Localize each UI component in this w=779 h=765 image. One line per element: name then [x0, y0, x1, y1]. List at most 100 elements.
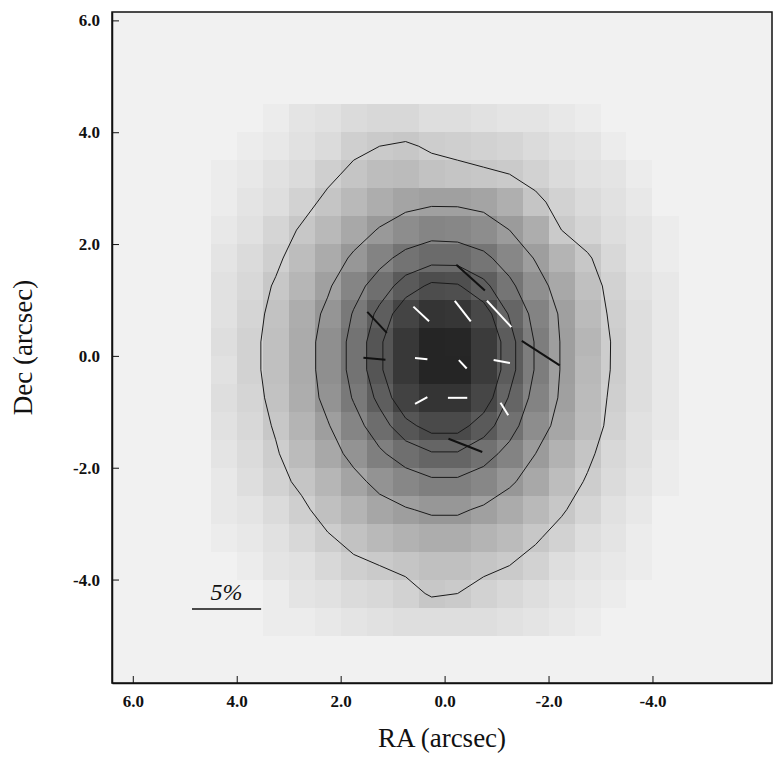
- image-cell: [626, 272, 652, 300]
- image-cell: [315, 552, 341, 580]
- image-cell: [289, 104, 315, 132]
- y-tick-mark: [112, 356, 119, 357]
- image-cell: [341, 496, 367, 524]
- image-cell: [445, 244, 471, 272]
- image-cell: [237, 356, 263, 384]
- scale-bar: [192, 608, 261, 610]
- image-cell: [652, 412, 678, 440]
- image-cell: [575, 356, 601, 384]
- image-cell: [211, 412, 237, 440]
- image-cell: [367, 440, 393, 468]
- image-cell: [289, 496, 315, 524]
- image-cell: [626, 188, 652, 216]
- image-cell: [601, 216, 627, 244]
- image-cell: [549, 552, 575, 580]
- y-tick-label: -4.0: [73, 570, 100, 589]
- image-cell: [652, 272, 678, 300]
- image-cell: [471, 412, 497, 440]
- image-cell: [211, 160, 237, 188]
- x-tick: 2.0: [331, 676, 352, 711]
- image-cell: [445, 272, 471, 300]
- image-cell: [575, 496, 601, 524]
- polarization-vector: [500, 403, 508, 415]
- image-cell: [263, 160, 289, 188]
- image-cell: [289, 272, 315, 300]
- image-cell: [601, 496, 627, 524]
- image-cell: [445, 104, 471, 132]
- image-cell: [419, 104, 445, 132]
- image-cell: [523, 300, 549, 328]
- image-cell: [393, 132, 419, 160]
- image-cell: [575, 216, 601, 244]
- image-cell: [601, 580, 627, 608]
- y-axis-title: Dec (arcsec): [8, 280, 38, 416]
- image-cell: [549, 188, 575, 216]
- image-cell: [575, 188, 601, 216]
- chart-svg: 6.04.02.00.0-2.0-4.0-4.0-2.00.02.04.06.0…: [0, 0, 779, 765]
- image-cell: [211, 188, 237, 216]
- image-cell: [315, 328, 341, 356]
- y-tick: 6.0: [79, 11, 119, 30]
- y-tick: 0.0: [79, 347, 119, 366]
- image-cell: [549, 272, 575, 300]
- image-cell: [601, 608, 627, 636]
- polarization-vector: [455, 301, 471, 322]
- image-cell: [601, 132, 627, 160]
- image-cell: [652, 468, 678, 496]
- contour-line: [383, 282, 501, 433]
- image-cell: [445, 300, 471, 328]
- x-tick-mark: [445, 676, 446, 683]
- image-cell: [367, 188, 393, 216]
- image-cell: [315, 468, 341, 496]
- image-cell: [237, 188, 263, 216]
- image-cell: [315, 524, 341, 552]
- image-cell: [445, 440, 471, 468]
- image-cell: [419, 356, 445, 384]
- image-cell: [497, 468, 523, 496]
- image-cell: [523, 132, 549, 160]
- image-cell: [549, 412, 575, 440]
- image-cell: [419, 496, 445, 524]
- image-cell: [471, 608, 497, 636]
- y-tick-mark: [112, 244, 119, 245]
- scale-bar-label: 5%: [211, 579, 243, 605]
- polarization-vector: [363, 358, 385, 360]
- image-cell: [549, 440, 575, 468]
- image-cell: [341, 300, 367, 328]
- image-cell: [549, 496, 575, 524]
- image-cell: [601, 104, 627, 132]
- y-tick: -4.0: [73, 570, 119, 589]
- x-tick: -4.0: [640, 676, 667, 711]
- image-cell: [315, 412, 341, 440]
- image-cell: [237, 524, 263, 552]
- image-cell: [289, 132, 315, 160]
- image-cell: [211, 216, 237, 244]
- polarization-vectors: [363, 265, 559, 452]
- image-cell: [497, 132, 523, 160]
- image-cell: [419, 440, 445, 468]
- image-cell: [263, 468, 289, 496]
- image-cell: [419, 580, 445, 608]
- image-cell: [393, 356, 419, 384]
- image-cell: [315, 440, 341, 468]
- image-cell: [445, 132, 471, 160]
- image-cell: [652, 608, 678, 636]
- plot-frame: [112, 12, 772, 683]
- image-cell: [575, 244, 601, 272]
- image-cell: [367, 468, 393, 496]
- image-cell: [419, 524, 445, 552]
- image-cell: [497, 608, 523, 636]
- image-cell: [211, 356, 237, 384]
- image-cell: [497, 384, 523, 412]
- image-cell: [549, 328, 575, 356]
- image-cell: [523, 104, 549, 132]
- x-tick-label: -2.0: [536, 692, 563, 711]
- image-cell: [575, 412, 601, 440]
- image-cell: [419, 132, 445, 160]
- image-cell: [211, 244, 237, 272]
- image-cell: [289, 552, 315, 580]
- image-cell: [315, 160, 341, 188]
- polarization-vector: [367, 312, 387, 333]
- image-cell: [263, 580, 289, 608]
- image-cell: [575, 272, 601, 300]
